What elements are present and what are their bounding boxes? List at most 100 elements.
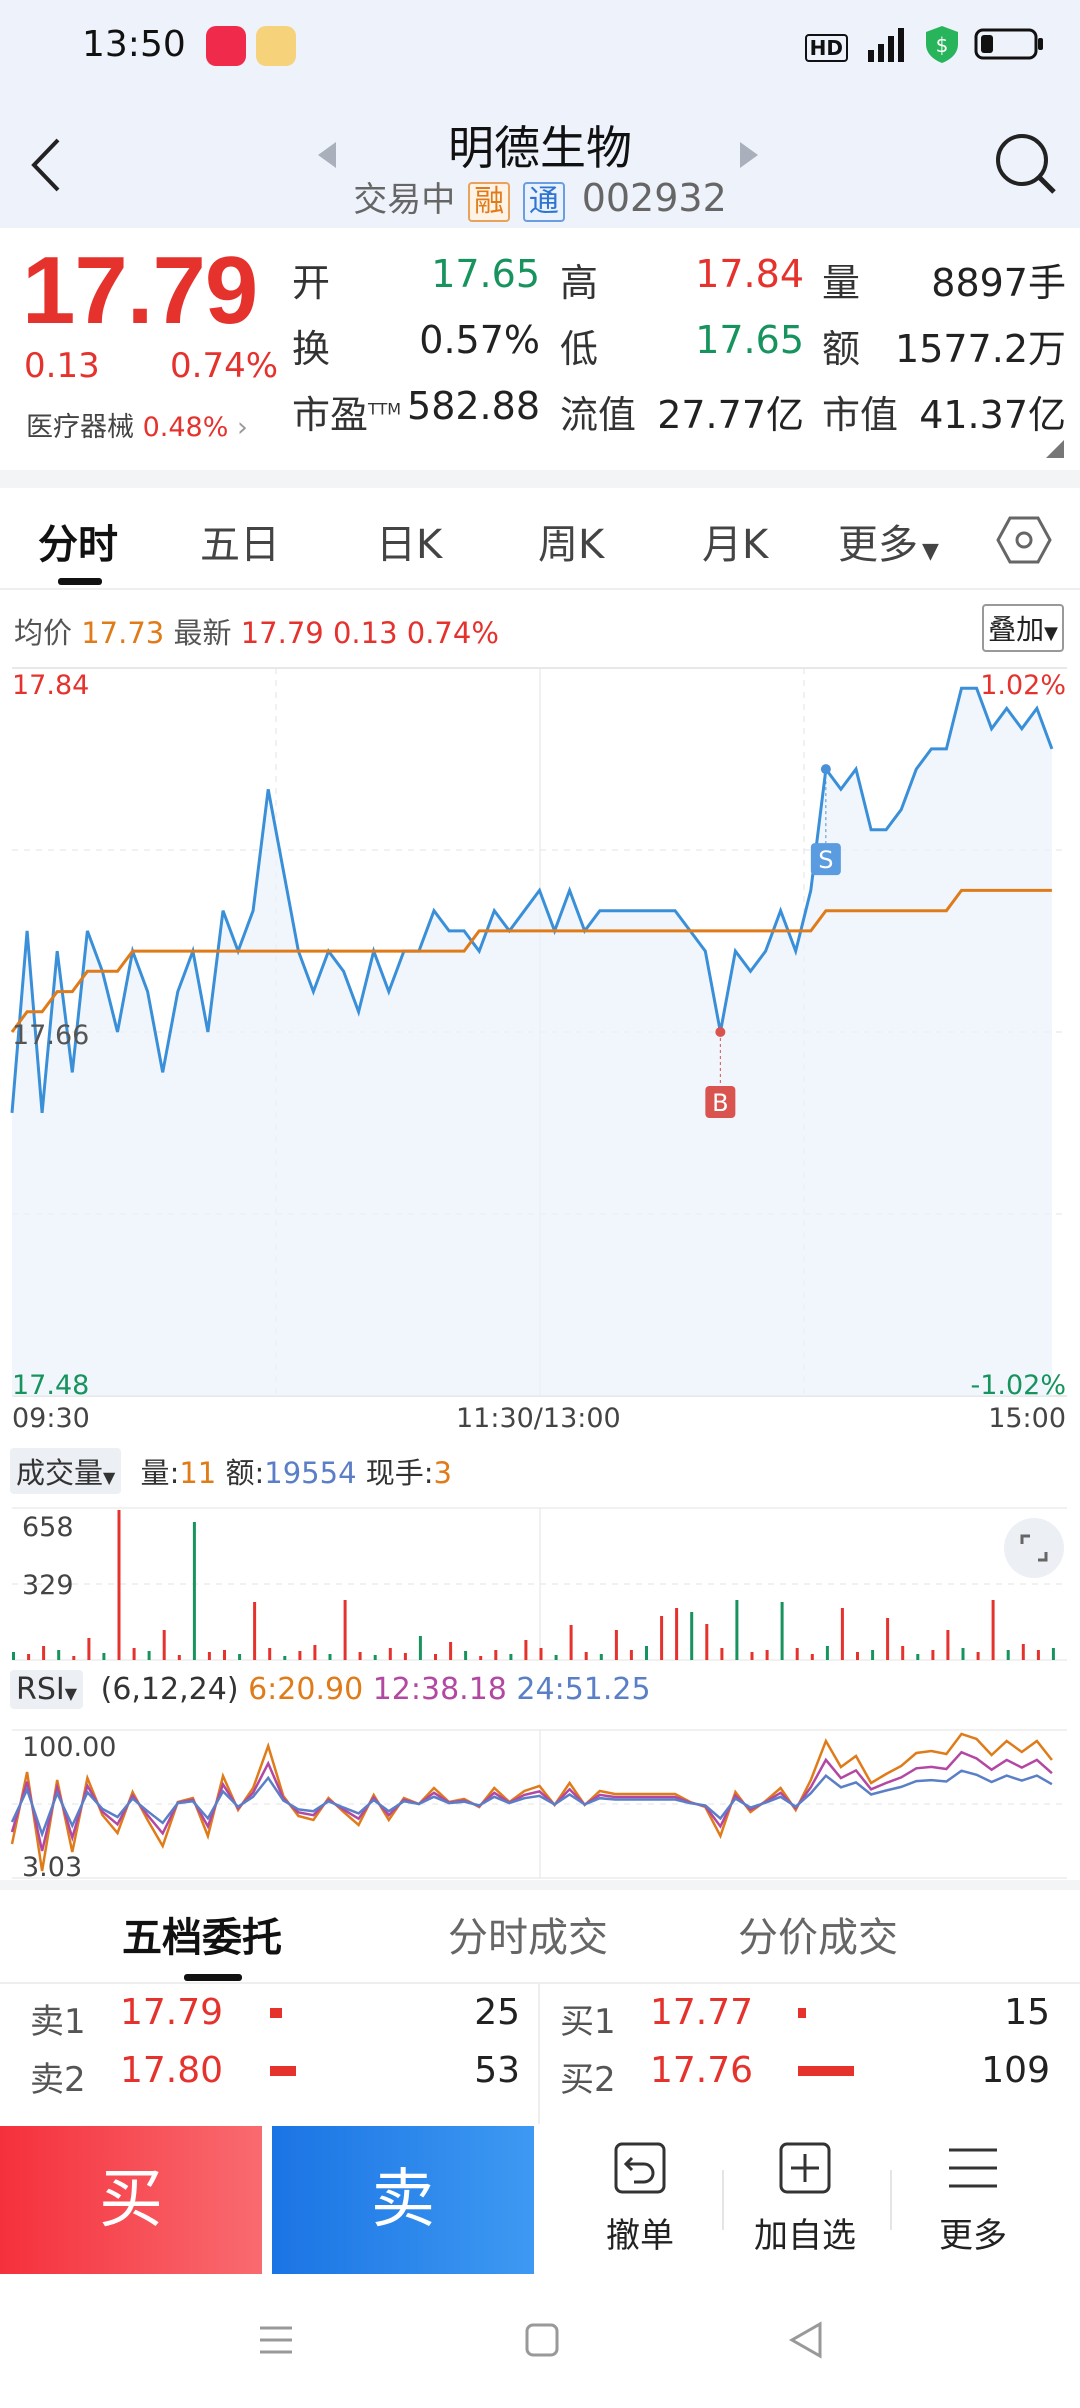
expand-quote-icon[interactable] [1046, 440, 1064, 458]
back-arrow-icon [31, 138, 60, 192]
stock-code: 002932 [581, 176, 727, 220]
tab-price-volume[interactable]: 分价成交 [738, 1915, 898, 1961]
trading-status: 交易中 [353, 180, 456, 220]
volume-bar [343, 1600, 347, 1660]
volume-bar [825, 1646, 829, 1660]
open-value: 17.65 [431, 252, 540, 296]
rsi-selector[interactable]: RSI▼ [10, 1670, 84, 1709]
volume-bar [313, 1645, 317, 1660]
add-square-icon [779, 2142, 831, 2194]
sell-button[interactable]: 卖 [272, 2126, 534, 2274]
float-cap-value: 27.77亿 [657, 393, 804, 437]
volume-bar [464, 1651, 468, 1660]
chart-settings-button[interactable] [996, 512, 1052, 572]
tab-daily-k[interactable]: 日K [376, 522, 443, 568]
avg-value: 17.73 [81, 616, 165, 650]
rsi-line [10, 1732, 1053, 1872]
divider [0, 588, 1080, 590]
caret-down-icon: ▼ [922, 539, 939, 564]
latest-change: 0.13 [332, 616, 398, 650]
volume-bar [434, 1654, 437, 1660]
low-label: 低 [560, 327, 599, 371]
industry-link[interactable]: 医疗器械 0.48% › [26, 405, 248, 444]
rsi12-value: 12:38.18 [372, 1672, 507, 1707]
volume-bar [418, 1636, 422, 1660]
volume-bar [388, 1648, 392, 1660]
tab-order-book[interactable]: 五档委托 [122, 1915, 282, 1961]
avg-label: 均价 [14, 616, 73, 650]
fullscreen-button[interactable] [1004, 1518, 1064, 1578]
volume-selector[interactable]: 成交量▼ [10, 1448, 122, 1494]
chevron-right-icon: › [236, 412, 248, 443]
next-stock-arrow-icon[interactable] [740, 142, 758, 168]
volume-bar [569, 1625, 573, 1660]
divider [538, 1984, 540, 2124]
tab-intraday[interactable]: 分时 [38, 522, 118, 568]
price-area [12, 688, 1052, 1396]
volume-bar [283, 1656, 287, 1660]
rsi-axis-bottom: 3.03 [22, 1852, 83, 1883]
back-button[interactable] [22, 130, 82, 200]
intraday-chart[interactable]: BS [0, 664, 1080, 1404]
high-label: 高 [560, 261, 599, 305]
recent-apps-icon[interactable] [256, 2320, 296, 2360]
overlay-button[interactable]: 叠加▼ [982, 604, 1064, 652]
buy-button[interactable]: 买 [0, 2126, 262, 2274]
market-cap-value: 41.37亿 [919, 393, 1066, 437]
search-button[interactable] [990, 128, 1060, 198]
vol-label: 量 [140, 1456, 170, 1490]
latest-pct: 0.74% [406, 616, 499, 650]
home-icon[interactable] [522, 2320, 562, 2360]
volume-bar [871, 1650, 875, 1660]
sell2-qty: 53 [474, 2050, 520, 2091]
rsi-line [10, 1769, 1053, 1838]
volume-bar [1021, 1644, 1025, 1660]
volume-axis-mid: 329 [22, 1570, 74, 1601]
amt-label: 额 [225, 1456, 255, 1490]
security-shield-icon: $ [924, 24, 960, 71]
more-actions-button[interactable]: 更多 [898, 2140, 1048, 2257]
tab-monthly-k[interactable]: 月K [702, 522, 769, 568]
hand-label: 现手 [365, 1456, 424, 1490]
rsi-chart [10, 1729, 1067, 1879]
prev-stock-arrow-icon[interactable] [318, 142, 336, 168]
tab-five-day[interactable]: 五日 [200, 522, 280, 568]
x-axis-start: 09:30 [12, 1403, 90, 1434]
volume-bar [509, 1654, 513, 1660]
x-axis-end: 15:00 [988, 1403, 1066, 1434]
volume-bar [614, 1630, 618, 1660]
buy1-qty: 15 [1004, 1992, 1050, 2033]
volume-bar [916, 1654, 920, 1660]
tab-tick-trades[interactable]: 分时成交 [448, 1915, 608, 1961]
volume-bar [584, 1652, 588, 1660]
rsi6-value: 6:20.90 [248, 1672, 364, 1707]
signal-icon [862, 26, 910, 69]
pe-value: 582.88 [407, 384, 540, 428]
back-nav-icon[interactable] [786, 2320, 826, 2360]
volume-selector-label: 成交量 [16, 1456, 104, 1490]
volume-bar [238, 1654, 242, 1660]
buy2-label: 买2 [560, 2060, 616, 2100]
tab-more[interactable]: 更多 ▼ [838, 512, 939, 570]
volume-bar [27, 1654, 31, 1660]
volume-bar [177, 1655, 181, 1660]
tab-weekly-k[interactable]: 周K [538, 522, 605, 568]
volume-bar [102, 1653, 106, 1660]
cancel-order-button[interactable]: 撤单 [565, 2140, 715, 2257]
add-watchlist-button[interactable]: 加自选 [730, 2140, 880, 2257]
amount-label: 额 [822, 327, 861, 371]
hd-icon: HD [804, 33, 848, 62]
sell1-label: 卖1 [30, 2002, 86, 2042]
price-line [10, 686, 1054, 1114]
volume-bar [12, 1652, 15, 1660]
volume-bar [192, 1522, 196, 1660]
rsi-selector-label: RSI [16, 1672, 65, 1707]
chart-info-row: 均价 17.73 最新 17.79 0.13 0.74% [14, 610, 499, 652]
volume-bar [554, 1655, 558, 1660]
volume-bar [253, 1602, 257, 1660]
x-axis-mid: 11:30/13:00 [456, 1403, 621, 1434]
volume-bar [162, 1630, 166, 1660]
industry-name: 医疗器械 [26, 412, 134, 443]
pct-axis-top: 1.02% [980, 670, 1066, 701]
latest-label: 最新 [173, 616, 232, 650]
